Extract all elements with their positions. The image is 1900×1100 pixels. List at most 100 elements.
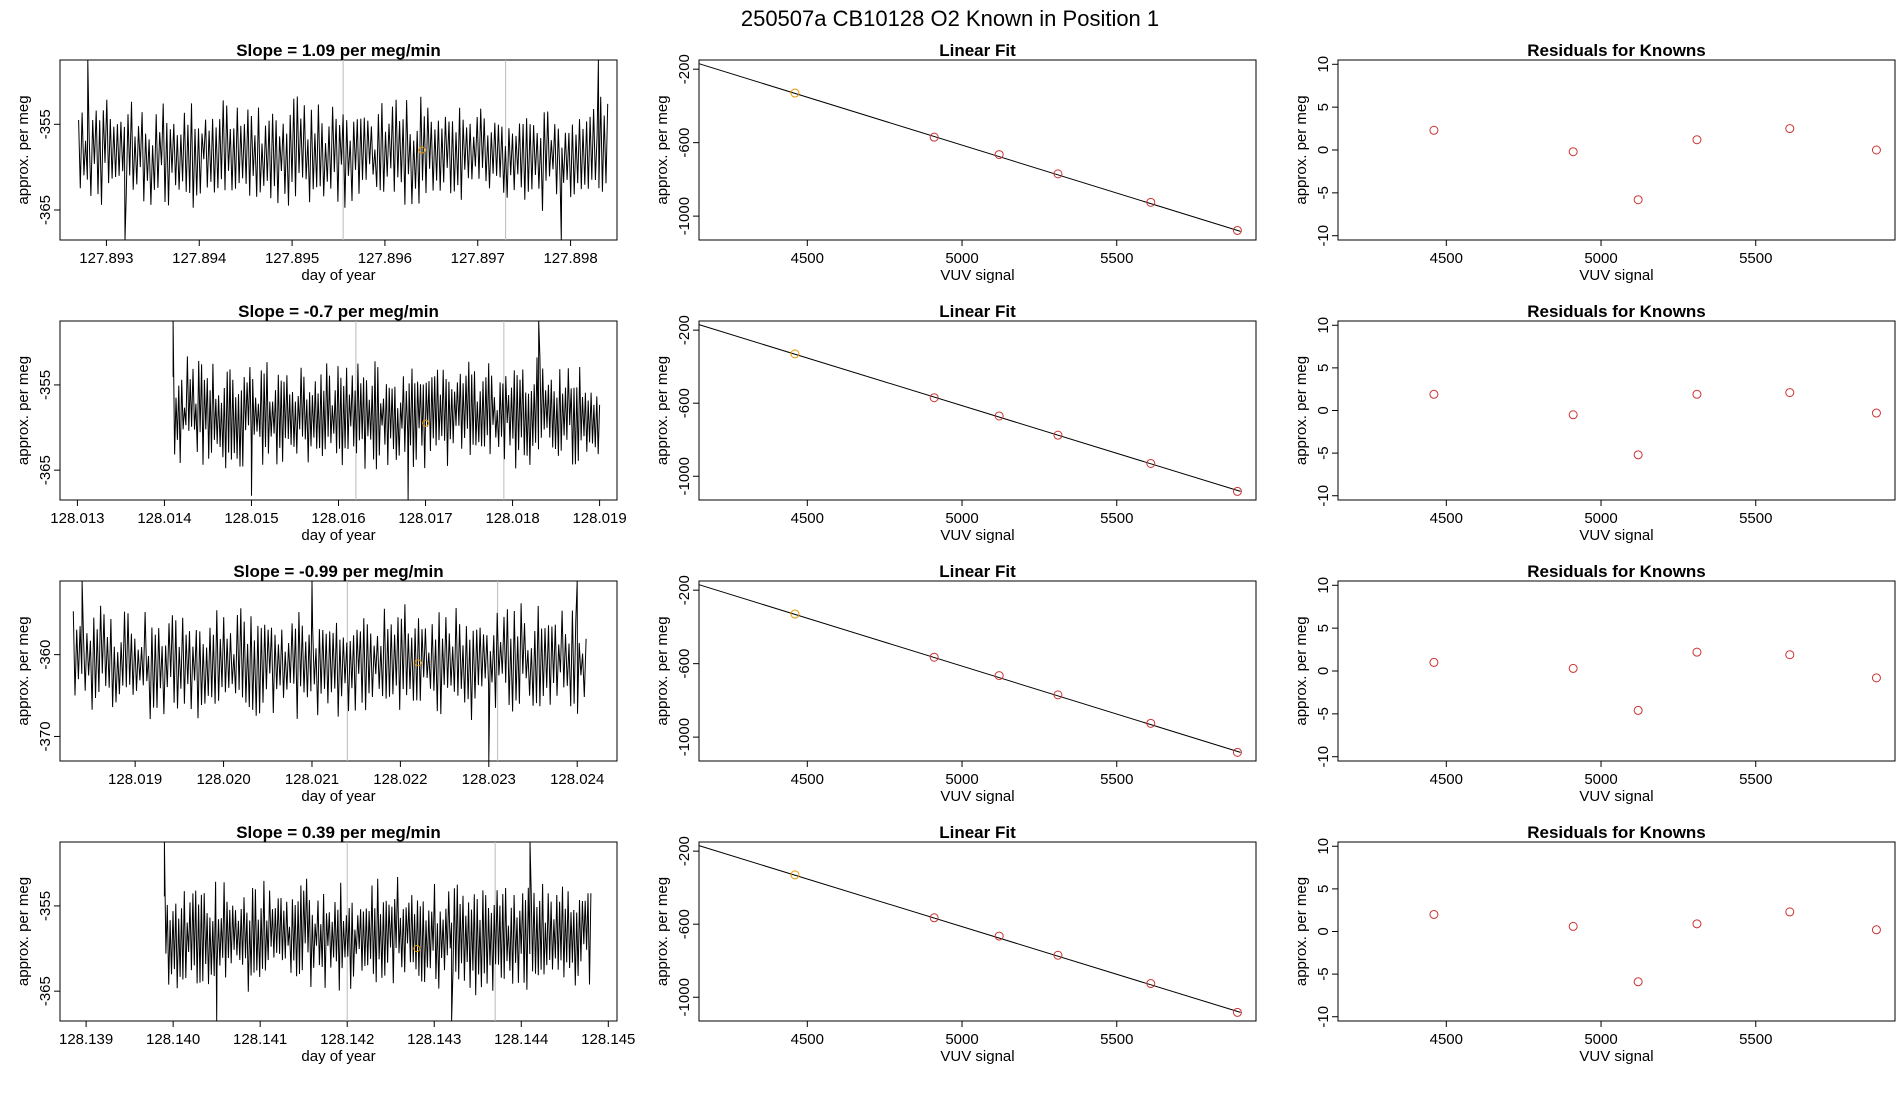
residual-point: [1568, 147, 1578, 157]
fit-point: [1146, 458, 1156, 468]
fit-point: [1232, 486, 1242, 496]
y-tick-label: -10: [1315, 1006, 1332, 1028]
x-tick-label: 128.013: [50, 510, 104, 527]
y-tick-label: -200: [676, 575, 693, 605]
fit-point: [1053, 430, 1063, 440]
mean-marker-point: [414, 659, 422, 667]
series-trace: [72, 580, 587, 762]
plot-frame: [59, 841, 618, 1022]
panel-linear-fit-4: Linear Fit 4500 5000 5500 -200 -600 -1000 VUV s…: [654, 823, 1257, 1065]
y-tick-label: -1000: [676, 197, 693, 235]
fit-point: [790, 349, 800, 359]
x-tick-label: 127.897: [451, 250, 505, 267]
x-tick-label: 5000: [945, 771, 978, 788]
x-tick-label: 128.019: [572, 510, 626, 527]
x-tick-label: 5000: [1584, 250, 1617, 267]
y-tick-label: 5: [1315, 103, 1332, 111]
x-tick-label: 128.014: [137, 510, 191, 527]
panel-residuals-2: Residuals for Knowns 4500 5000 5500 10 5 0 -5 -1…: [1293, 302, 1896, 544]
x-tick-label: 5500: [1100, 771, 1133, 788]
y-tick-label: 0: [1315, 406, 1332, 414]
plot-frame: [1337, 580, 1896, 762]
x-axis-label: VUV signal: [1579, 1048, 1653, 1065]
y-axis-label: approx. per meg: [654, 95, 671, 204]
panel-residuals-1: Residuals for Knowns 4500 5000 5500 10 5 0 -5 -1…: [1293, 41, 1896, 284]
y-tick-label: -200: [676, 315, 693, 345]
residual-point: [1871, 925, 1881, 935]
residual-point: [1633, 450, 1643, 460]
x-tick-label: 128.144: [494, 1031, 548, 1048]
plot-frame: [698, 841, 1257, 1022]
y-tick-label: -600: [676, 388, 693, 418]
residual-point: [1692, 647, 1702, 657]
plot-frame: [1337, 320, 1896, 501]
panel-title: Slope = -0.7 per meg/min: [238, 302, 439, 321]
y-tick-label: -360: [37, 640, 54, 670]
y-axis-label: approx. per meg: [1293, 356, 1310, 465]
x-tick-label: 5500: [1100, 510, 1133, 527]
x-tick-label: 127.894: [172, 250, 226, 267]
panel-timeseries-1: Slope = 1.09 per meg/min 127.893 127.894 12…: [15, 41, 618, 284]
fit-point: [929, 913, 939, 923]
x-tick-label: 4500: [1430, 250, 1463, 267]
y-tick-label: 0: [1315, 146, 1332, 154]
y-tick-label: -10: [1315, 485, 1332, 507]
x-tick-label: 5000: [945, 510, 978, 527]
y-axis-label: approx. per meg: [1293, 95, 1310, 204]
x-tick-label: 5000: [945, 250, 978, 267]
y-axis-label: approx. per meg: [15, 877, 32, 986]
x-axis-label: VUV signal: [940, 1048, 1014, 1065]
fit-point: [994, 150, 1004, 160]
residual-point: [1568, 663, 1578, 673]
x-tick-label: 5500: [1100, 250, 1133, 267]
x-tick-label: 128.022: [373, 771, 427, 788]
fit-point: [1146, 979, 1156, 989]
y-tick-label: -370: [37, 721, 54, 751]
y-tick-label: 5: [1315, 624, 1332, 632]
fit-point: [994, 411, 1004, 421]
y-tick-label: -600: [676, 128, 693, 158]
series-trace: [78, 59, 609, 241]
y-tick-label: -5: [1315, 446, 1332, 459]
x-tick-label: 4500: [791, 250, 824, 267]
y-tick-label: -10: [1315, 225, 1332, 247]
panel-title: Residuals for Knowns: [1527, 562, 1706, 581]
y-axis-label: approx. per meg: [15, 95, 32, 204]
x-axis-label: VUV signal: [940, 788, 1014, 805]
fit-point: [1232, 1007, 1242, 1017]
series-trace: [172, 320, 601, 501]
fit-point: [1053, 169, 1063, 179]
y-tick-label: -200: [676, 54, 693, 84]
x-tick-label: 128.021: [285, 771, 339, 788]
x-tick-label: 5000: [1584, 1031, 1617, 1048]
residual-point: [1871, 145, 1881, 155]
residual-point: [1692, 919, 1702, 929]
x-tick-label: 128.140: [146, 1031, 200, 1048]
fit-point: [1053, 690, 1063, 700]
residual-point: [1429, 909, 1439, 919]
fit-point: [929, 132, 939, 142]
y-tick-label: -365: [37, 976, 54, 1006]
y-tick-label: 10: [1315, 317, 1332, 334]
fit-point: [1146, 718, 1156, 728]
x-tick-label: 5500: [1739, 771, 1772, 788]
y-axis-label: approx. per meg: [654, 356, 671, 465]
y-tick-label: -1000: [676, 718, 693, 756]
plot-frame: [59, 59, 618, 241]
x-axis-label: VUV signal: [1579, 788, 1653, 805]
residual-point: [1429, 657, 1439, 667]
y-axis-label: approx. per meg: [1293, 877, 1310, 986]
fit-point: [929, 393, 939, 403]
fit-line: [698, 324, 1241, 492]
y-tick-label: -365: [37, 195, 54, 225]
panel-timeseries-3: Slope = -0.99 per meg/min 128.019 128.020 1…: [15, 562, 618, 805]
y-tick-label: 10: [1315, 56, 1332, 73]
panel-title: Linear Fit: [939, 562, 1016, 581]
fit-point: [1232, 747, 1242, 757]
x-tick-label: 4500: [791, 510, 824, 527]
panel-linear-fit-3: Linear Fit 4500 5000 5500 -200 -600 -1000 VUV s…: [654, 562, 1257, 805]
residual-point: [1692, 389, 1702, 399]
fit-point: [929, 652, 939, 662]
x-tick-label: 4500: [1430, 510, 1463, 527]
y-axis-label: approx. per meg: [15, 356, 32, 465]
